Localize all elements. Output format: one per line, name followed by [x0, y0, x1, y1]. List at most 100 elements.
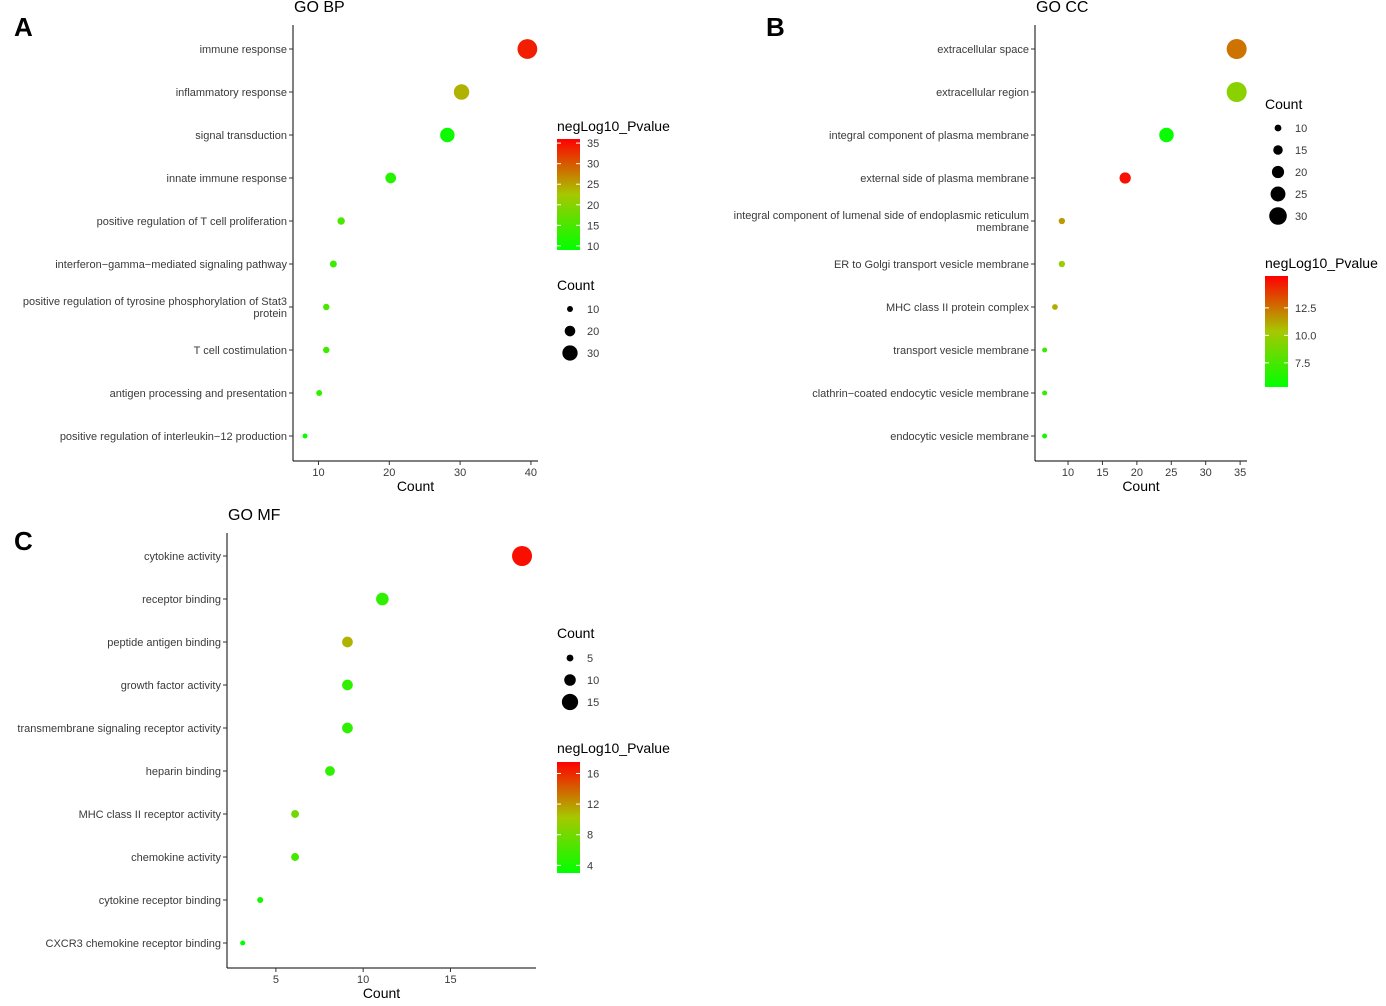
y-tick-label: T cell costimulation [194, 345, 287, 357]
data-point [1042, 390, 1048, 396]
y-tick-label: immune response [200, 44, 287, 56]
x-tick-label: 10 [1062, 467, 1074, 479]
size-legend-circle [1273, 145, 1283, 155]
color-legend-title: negLog10_Pvalue [557, 740, 670, 756]
size-legend-circle [566, 654, 574, 662]
data-point [385, 172, 397, 184]
y-tick-label: integral component of lumenal side of en… [734, 210, 1029, 234]
data-point [453, 84, 470, 100]
y-tick-label: antigen processing and presentation [110, 388, 287, 400]
y-tick-label: innate immune response [167, 173, 287, 185]
data-point [291, 810, 300, 818]
size-legend-circle [1271, 165, 1285, 179]
x-tick-label: 25 [1165, 467, 1177, 479]
y-tick-label: integral component of plasma membrane [829, 130, 1029, 142]
size-legend-label: 25 [1295, 189, 1307, 201]
color-legend-title: negLog10_Pvalue [557, 118, 670, 134]
size-legend-circle [567, 306, 573, 312]
data-point [323, 346, 330, 354]
size-legend-title: Count [557, 277, 594, 293]
color-legend-label: 12.5 [1295, 303, 1316, 315]
size-legend-title: Count [1265, 96, 1302, 112]
color-legend-label: 16 [587, 768, 599, 780]
data-point [376, 592, 389, 606]
data-point [1042, 347, 1048, 353]
y-tick-label: clathrin−coated endocytic vesicle membra… [812, 388, 1029, 400]
y-tick-label: receptor binding [142, 594, 221, 606]
size-legend-label: 15 [1295, 145, 1307, 157]
data-point [440, 127, 455, 143]
size-legend-label: 30 [1295, 211, 1307, 223]
size-legend-circle [564, 325, 576, 337]
size-legend-label: 15 [587, 697, 599, 709]
y-tick-label: positive regulation of T cell proliferat… [97, 216, 287, 228]
data-point [342, 722, 353, 734]
y-tick-label: MHC class II protein complex [886, 302, 1030, 314]
size-legend-circle [561, 693, 579, 711]
x-tick-label: 15 [444, 974, 456, 986]
color-legend-bar [557, 762, 580, 873]
x-tick-label: 40 [525, 467, 537, 479]
panel-c: C GO MF 5 10 15 Count cytokine activity recepto… [14, 507, 670, 1001]
color-legend-label: 25 [587, 179, 599, 191]
color-legend-label: 30 [587, 159, 599, 171]
y-tick-label: extracellular space [937, 44, 1029, 56]
color-legend-label: 4 [587, 860, 593, 872]
y-tick-label: heparin binding [146, 766, 221, 778]
data-point [323, 303, 330, 311]
data-point [1226, 82, 1247, 102]
panel-b: B GO CC 10 15 20 25 30 35 Count extracellular spa… [734, 0, 1378, 494]
data-point [302, 433, 308, 439]
y-tick-label: CXCR3 chemokine receptor binding [46, 938, 221, 950]
x-tick-label: 20 [1131, 467, 1143, 479]
data-point [342, 636, 353, 648]
y-tick-label: inflammatory response [176, 87, 287, 99]
color-legend-label: 35 [587, 138, 599, 150]
size-legend-label: 20 [587, 326, 599, 338]
x-axis-label: Count [363, 985, 400, 1001]
size-legend-label: 30 [587, 348, 599, 360]
data-point [1058, 260, 1066, 268]
y-tick-label: interferon−gamma−mediated signaling path… [55, 259, 287, 271]
size-legend-circle [1269, 207, 1287, 225]
size-legend-circle [564, 674, 576, 686]
x-axis-label: Count [1122, 478, 1159, 494]
y-tick-label: extracellular region [936, 87, 1029, 99]
y-tick-label: cytokine activity [144, 551, 222, 563]
data-point [257, 896, 264, 904]
size-legend-label: 10 [1295, 123, 1307, 135]
data-point [1058, 217, 1066, 225]
data-point [1042, 433, 1048, 439]
color-legend-label: 15 [587, 220, 599, 232]
y-tick-label: endocytic vesicle membrane [890, 431, 1029, 443]
x-tick-label: 10 [312, 467, 324, 479]
color-legend-bar [557, 139, 580, 250]
x-tick-label: 30 [1200, 467, 1212, 479]
data-point [337, 217, 345, 225]
data-point [1159, 127, 1174, 143]
color-legend-bar [1265, 276, 1288, 387]
color-legend-label: 10.0 [1295, 330, 1316, 342]
x-tick-label: 30 [454, 467, 466, 479]
data-point [1052, 304, 1058, 310]
x-tick-label: 5 [273, 974, 279, 986]
y-tick-label: signal transduction [195, 130, 287, 142]
x-tick-label: 15 [1096, 467, 1108, 479]
color-legend-label: 7.5 [1295, 358, 1310, 370]
y-tick-label: peptide antigen binding [107, 637, 221, 649]
color-legend-label: 12 [587, 799, 599, 811]
size-legend-circle [562, 345, 578, 361]
color-legend-label: 20 [587, 200, 599, 212]
data-point [1226, 39, 1247, 59]
chart-title: GO MF [228, 507, 281, 524]
data-point [1119, 172, 1131, 184]
y-tick-label: external side of plasma membrane [860, 173, 1029, 185]
size-legend-circle [1274, 124, 1282, 132]
size-legend-circle [1270, 186, 1286, 202]
color-legend-label: 8 [587, 830, 593, 842]
size-legend-label: 20 [1295, 167, 1307, 179]
x-tick-label: 20 [383, 467, 395, 479]
data-point [512, 546, 533, 566]
data-point [517, 39, 538, 59]
